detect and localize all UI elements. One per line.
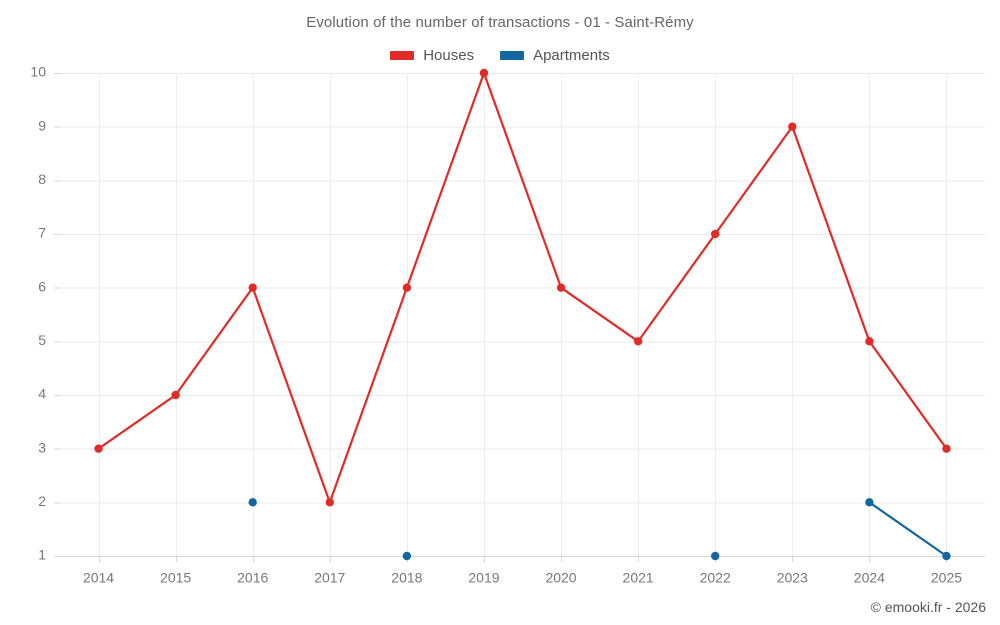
x-axis-label-2019: 2019 [468,569,499,585]
data-point-houses-2015[interactable] [171,390,180,400]
x-axis-label-2016: 2016 [237,569,268,585]
data-point-houses-2020[interactable] [556,283,566,292]
data-point-houses-2022[interactable] [711,229,720,239]
data-series-layer [94,68,951,561]
chart-title: Evolution of the number of transactions … [306,14,694,31]
x-axis-label-2025: 2025 [931,569,962,585]
y-axis-label-9: 9 [38,117,46,133]
legend-item-houses[interactable]: Houses [390,47,474,64]
y-axis-label-1: 1 [38,547,46,563]
x-axis-label-2024: 2024 [854,569,885,585]
legend-label-houses: Houses [423,46,475,64]
x-axis-label-2017: 2017 [314,569,345,585]
y-axis-label-5: 5 [38,332,46,348]
data-point-houses-2019[interactable] [479,68,489,78]
series-line-houses [97,71,948,504]
data-point-houses-2017[interactable] [325,498,334,507]
chart-legend: Houses Apartments [0,44,1000,66]
data-point-houses-2023[interactable] [788,122,797,131]
data-point-houses-2025[interactable] [942,444,951,453]
axis-tick-marks [54,73,947,562]
data-point-apartments-2024[interactable] [865,498,874,507]
x-axis-label-2022: 2022 [700,569,731,585]
y-axis-labels: 1 2 3 4 5 6 7 8 9 10 [30,64,46,563]
y-axis-label-4: 4 [38,386,46,402]
vertical-gridlines [99,73,947,556]
x-axis-labels: 2014 2015 2016 2017 2018 2019 2020 2021 2022 2023… [83,569,962,585]
y-axis-label-7: 7 [38,225,46,241]
data-point-houses-2021[interactable] [633,337,643,346]
data-point-houses-2014[interactable] [94,444,103,453]
data-point-apartments-2016[interactable] [248,498,257,507]
y-axis-label-2: 2 [38,493,46,509]
data-point-apartments-2022[interactable] [711,551,720,561]
x-axis-label-2015: 2015 [160,569,191,585]
x-axis-label-2018: 2018 [391,569,422,585]
data-point-houses-2024[interactable] [865,337,874,346]
y-axis-label-3: 3 [38,439,46,455]
series-line-apartments [868,501,948,558]
x-axis-label-2020: 2020 [545,569,576,585]
x-axis-label-2021: 2021 [623,569,654,585]
data-point-apartments-2025[interactable] [942,551,951,561]
series-houses [94,68,951,507]
y-axis-label-8: 8 [38,171,46,187]
legend-item-apartments[interactable]: Apartments [500,47,610,64]
data-point-apartments-2018[interactable] [402,551,412,561]
data-point-houses-2018[interactable] [402,283,412,292]
horizontal-gridlines [60,73,985,557]
legend-label-apartments: Apartments [533,46,610,64]
y-axis-label-6: 6 [38,278,46,294]
y-axis-label-10: 10 [30,64,46,80]
data-point-houses-2016[interactable] [248,283,257,292]
legend-swatch-apartments [500,50,525,60]
series-apartments [248,498,951,561]
x-axis-label-2014: 2014 [83,569,114,585]
legend-swatch-houses [390,50,415,60]
footer-credit: © emooki.fr - 2026 [870,599,986,615]
x-axis-label-2023: 2023 [777,569,808,585]
